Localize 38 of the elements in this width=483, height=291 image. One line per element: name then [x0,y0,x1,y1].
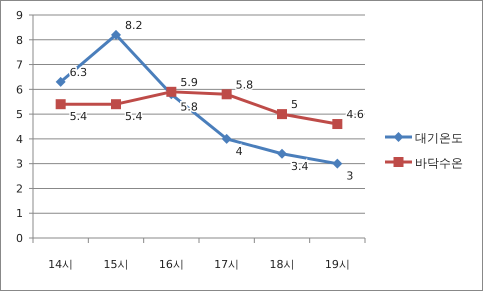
x-tick-label: 15시 [104,258,128,271]
point [111,30,121,40]
point [111,99,121,110]
x-tick-label: 17시 [214,258,240,271]
y-tick-label: 4 [16,132,23,146]
data-label: 8.2 [125,18,142,32]
y-tick-label: 5 [16,108,23,122]
x-tick-label: 14시 [48,258,74,271]
legend-label: 바닥수온 [415,156,463,170]
legend-label: 대기온도 [415,131,463,145]
point [222,89,232,100]
data-label: 5 [291,98,298,112]
data-label: 3 [346,170,354,183]
x-tick-label: 19시 [324,258,350,271]
x-tick-label: 18시 [270,258,294,271]
y-tick-label: 3 [16,158,23,171]
y-tick-label: 8 [16,34,23,47]
data-label: 5.9 [180,76,198,89]
y-tick-label: 1 [16,207,23,220]
point [332,119,342,130]
point [277,109,287,120]
point [332,158,342,169]
x-tick-label: 16시 [158,258,184,271]
data-label: 5.8 [236,78,254,92]
data-label: 4.6 [346,108,364,122]
y-tick-label: 6 [16,83,23,96]
y-tick-label: 7 [16,58,23,72]
y-tick-label: 9 [16,9,23,22]
point [277,148,287,159]
y-tick-label: 2 [16,182,23,196]
data-label: 4 [236,144,243,158]
point [56,99,66,110]
data-label: 5.4 [70,110,88,124]
point [222,134,232,144]
y-tick-label: 0 [16,232,23,245]
data-label: 5.4 [125,110,142,124]
point [56,76,66,87]
data-label: 3.4 [291,160,308,173]
